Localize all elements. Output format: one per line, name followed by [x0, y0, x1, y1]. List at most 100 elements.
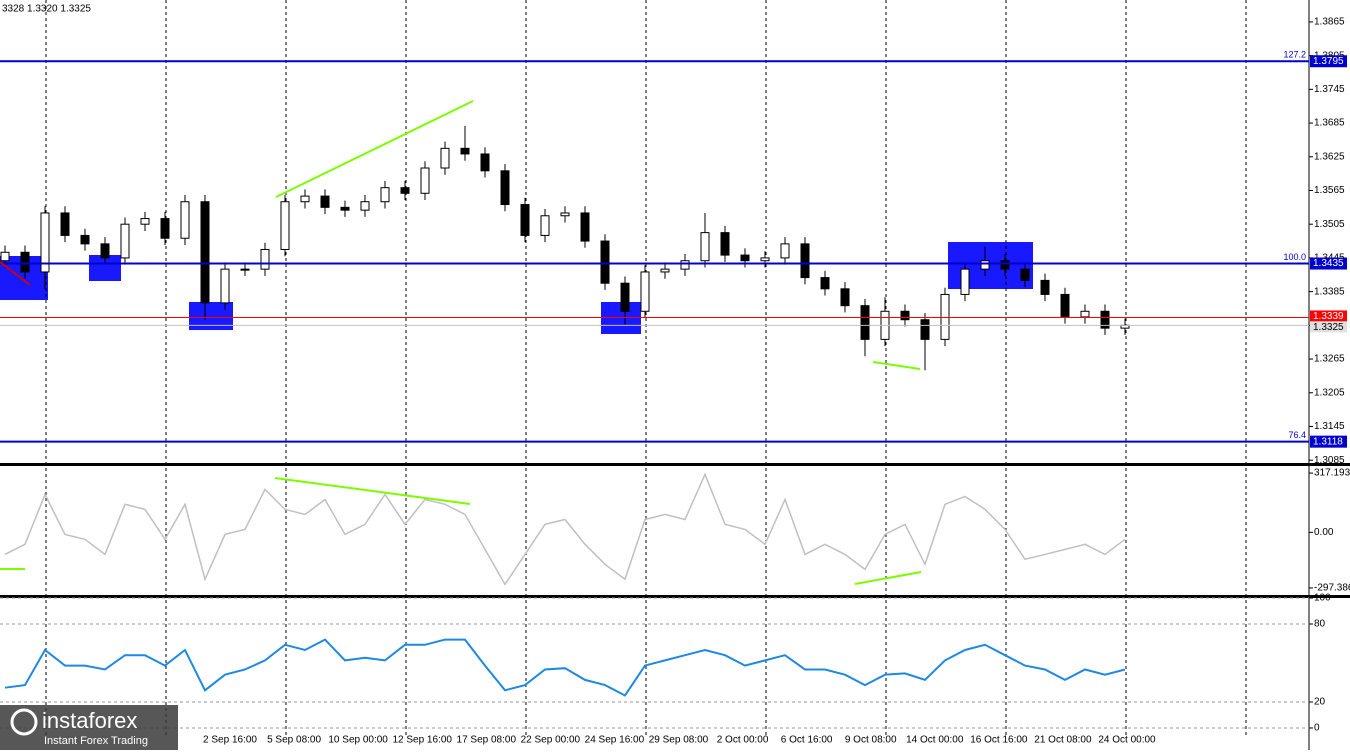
y-tick-label: 1.3565 — [1314, 185, 1345, 196]
y-tick-label: 1.3385 — [1314, 286, 1345, 297]
candle-body — [360, 201, 370, 211]
candle-body — [80, 234, 90, 245]
candle-body — [100, 243, 110, 259]
y-tick-label: 1.3625 — [1314, 151, 1345, 162]
candle-body — [280, 201, 290, 250]
candle-body — [760, 257, 770, 262]
candle-body — [980, 260, 990, 270]
candle-body — [60, 212, 70, 236]
y-tick-label: 1.3205 — [1314, 387, 1345, 398]
x-tick-label: 24 Oct 00:00 — [1098, 735, 1156, 746]
candle-body — [260, 248, 270, 270]
y-tick-label: 100 — [1314, 593, 1331, 604]
candle-body — [180, 201, 190, 239]
panel-separator — [0, 463, 1350, 466]
y-tick-label: 1.3505 — [1314, 219, 1345, 230]
candle-body — [960, 268, 970, 295]
candle-body — [520, 204, 530, 236]
x-tick-label: 5 Sep 08:00 — [267, 735, 321, 746]
candle-body — [320, 195, 330, 208]
candle-body — [560, 212, 570, 217]
price-box-label: 1.3339 — [1313, 311, 1344, 322]
candle-body — [1100, 310, 1110, 329]
candle-body — [340, 206, 350, 211]
indicator-line — [4, 472, 1126, 586]
candle-body — [820, 277, 830, 290]
candle-body — [1040, 279, 1050, 295]
divergence-line — [275, 100, 474, 198]
candle-body — [380, 187, 390, 203]
candle-body — [920, 319, 930, 340]
candle-body — [660, 268, 670, 273]
trend-line — [0, 261, 31, 286]
candle-body — [220, 268, 230, 304]
candle-body — [580, 212, 590, 242]
divergence-line — [854, 571, 922, 585]
y-tick-label: 1.3745 — [1314, 84, 1345, 95]
candle-body — [140, 218, 150, 225]
candle-body — [0, 251, 10, 262]
price-box-label: 1.3118 — [1313, 436, 1343, 447]
candle-body — [740, 254, 750, 262]
candle-body — [440, 147, 450, 169]
x-tick-label: 2 Oct 00:00 — [717, 735, 769, 746]
x-tick-label: 29 Sep 08:00 — [649, 735, 709, 746]
candle-body — [680, 260, 690, 270]
x-tick-label: 9 Oct 08:00 — [845, 735, 897, 746]
x-tick-label: 12 Sep 16:00 — [392, 735, 452, 746]
candle-body — [400, 187, 410, 194]
panel-separator — [0, 595, 1350, 598]
indicator-line — [4, 638, 1126, 697]
candle-body — [900, 310, 910, 321]
candle-body — [780, 243, 790, 259]
candle-body — [860, 305, 870, 340]
x-tick-label: 14 Oct 00:00 — [906, 735, 964, 746]
candle-body — [480, 153, 490, 172]
candle-body — [800, 243, 810, 279]
x-tick-label: 16 Oct 16:00 — [970, 735, 1028, 746]
y-tick-label: 0.00 — [1314, 527, 1334, 538]
y-tick-label: 20 — [1314, 697, 1326, 708]
watermark-logo — [10, 708, 38, 736]
x-tick-label: 6 Oct 16:00 — [781, 735, 833, 746]
candle-body — [1060, 293, 1070, 318]
price-box — [1310, 435, 1347, 448]
x-tick-label: 10 Sep 00:00 — [328, 735, 388, 746]
y-tick-label: -297.386 — [1314, 583, 1350, 594]
x-tick-label: 21 Oct 08:00 — [1034, 735, 1092, 746]
y-tick-label: 1.3265 — [1314, 354, 1345, 365]
candle-body — [600, 240, 610, 284]
candle-body — [160, 218, 170, 239]
price-box-label: 1.3435 — [1313, 258, 1344, 269]
candle-body — [840, 288, 850, 307]
x-tick-label: 22 Sep 00:00 — [521, 735, 581, 746]
price-box-label: 1.3325 — [1313, 322, 1344, 333]
candle-body — [40, 212, 50, 273]
candle-body — [460, 147, 470, 155]
candle-body — [1020, 268, 1030, 281]
candle-body — [420, 167, 430, 194]
divergence-line — [872, 361, 921, 370]
price-box — [1310, 55, 1347, 68]
candle-body — [1000, 260, 1010, 270]
y-tick-label: 1.3085 — [1314, 455, 1345, 466]
price-box — [1310, 310, 1347, 322]
candle-body — [300, 195, 310, 203]
price-box — [1310, 257, 1347, 270]
header: 3328 1.3320 1.3325 — [2, 4, 91, 15]
candle-body — [720, 232, 730, 256]
fib-level-name: 127.2 — [1283, 50, 1306, 60]
candle-body — [1080, 310, 1090, 318]
candle-body — [120, 223, 130, 259]
x-tick-label: 24 Sep 16:00 — [585, 735, 645, 746]
y-tick-label: 80 — [1314, 619, 1326, 630]
y-tick-label: 317.1939 — [1314, 468, 1350, 479]
x-tick-label: 2 Sep 16:00 — [203, 735, 257, 746]
fib-level-name: 76.4 — [1288, 430, 1306, 440]
divergence-line — [274, 477, 471, 505]
fib-level-name: 100.0 — [1283, 252, 1306, 262]
y-tick-label: 1.3865 — [1314, 17, 1345, 28]
